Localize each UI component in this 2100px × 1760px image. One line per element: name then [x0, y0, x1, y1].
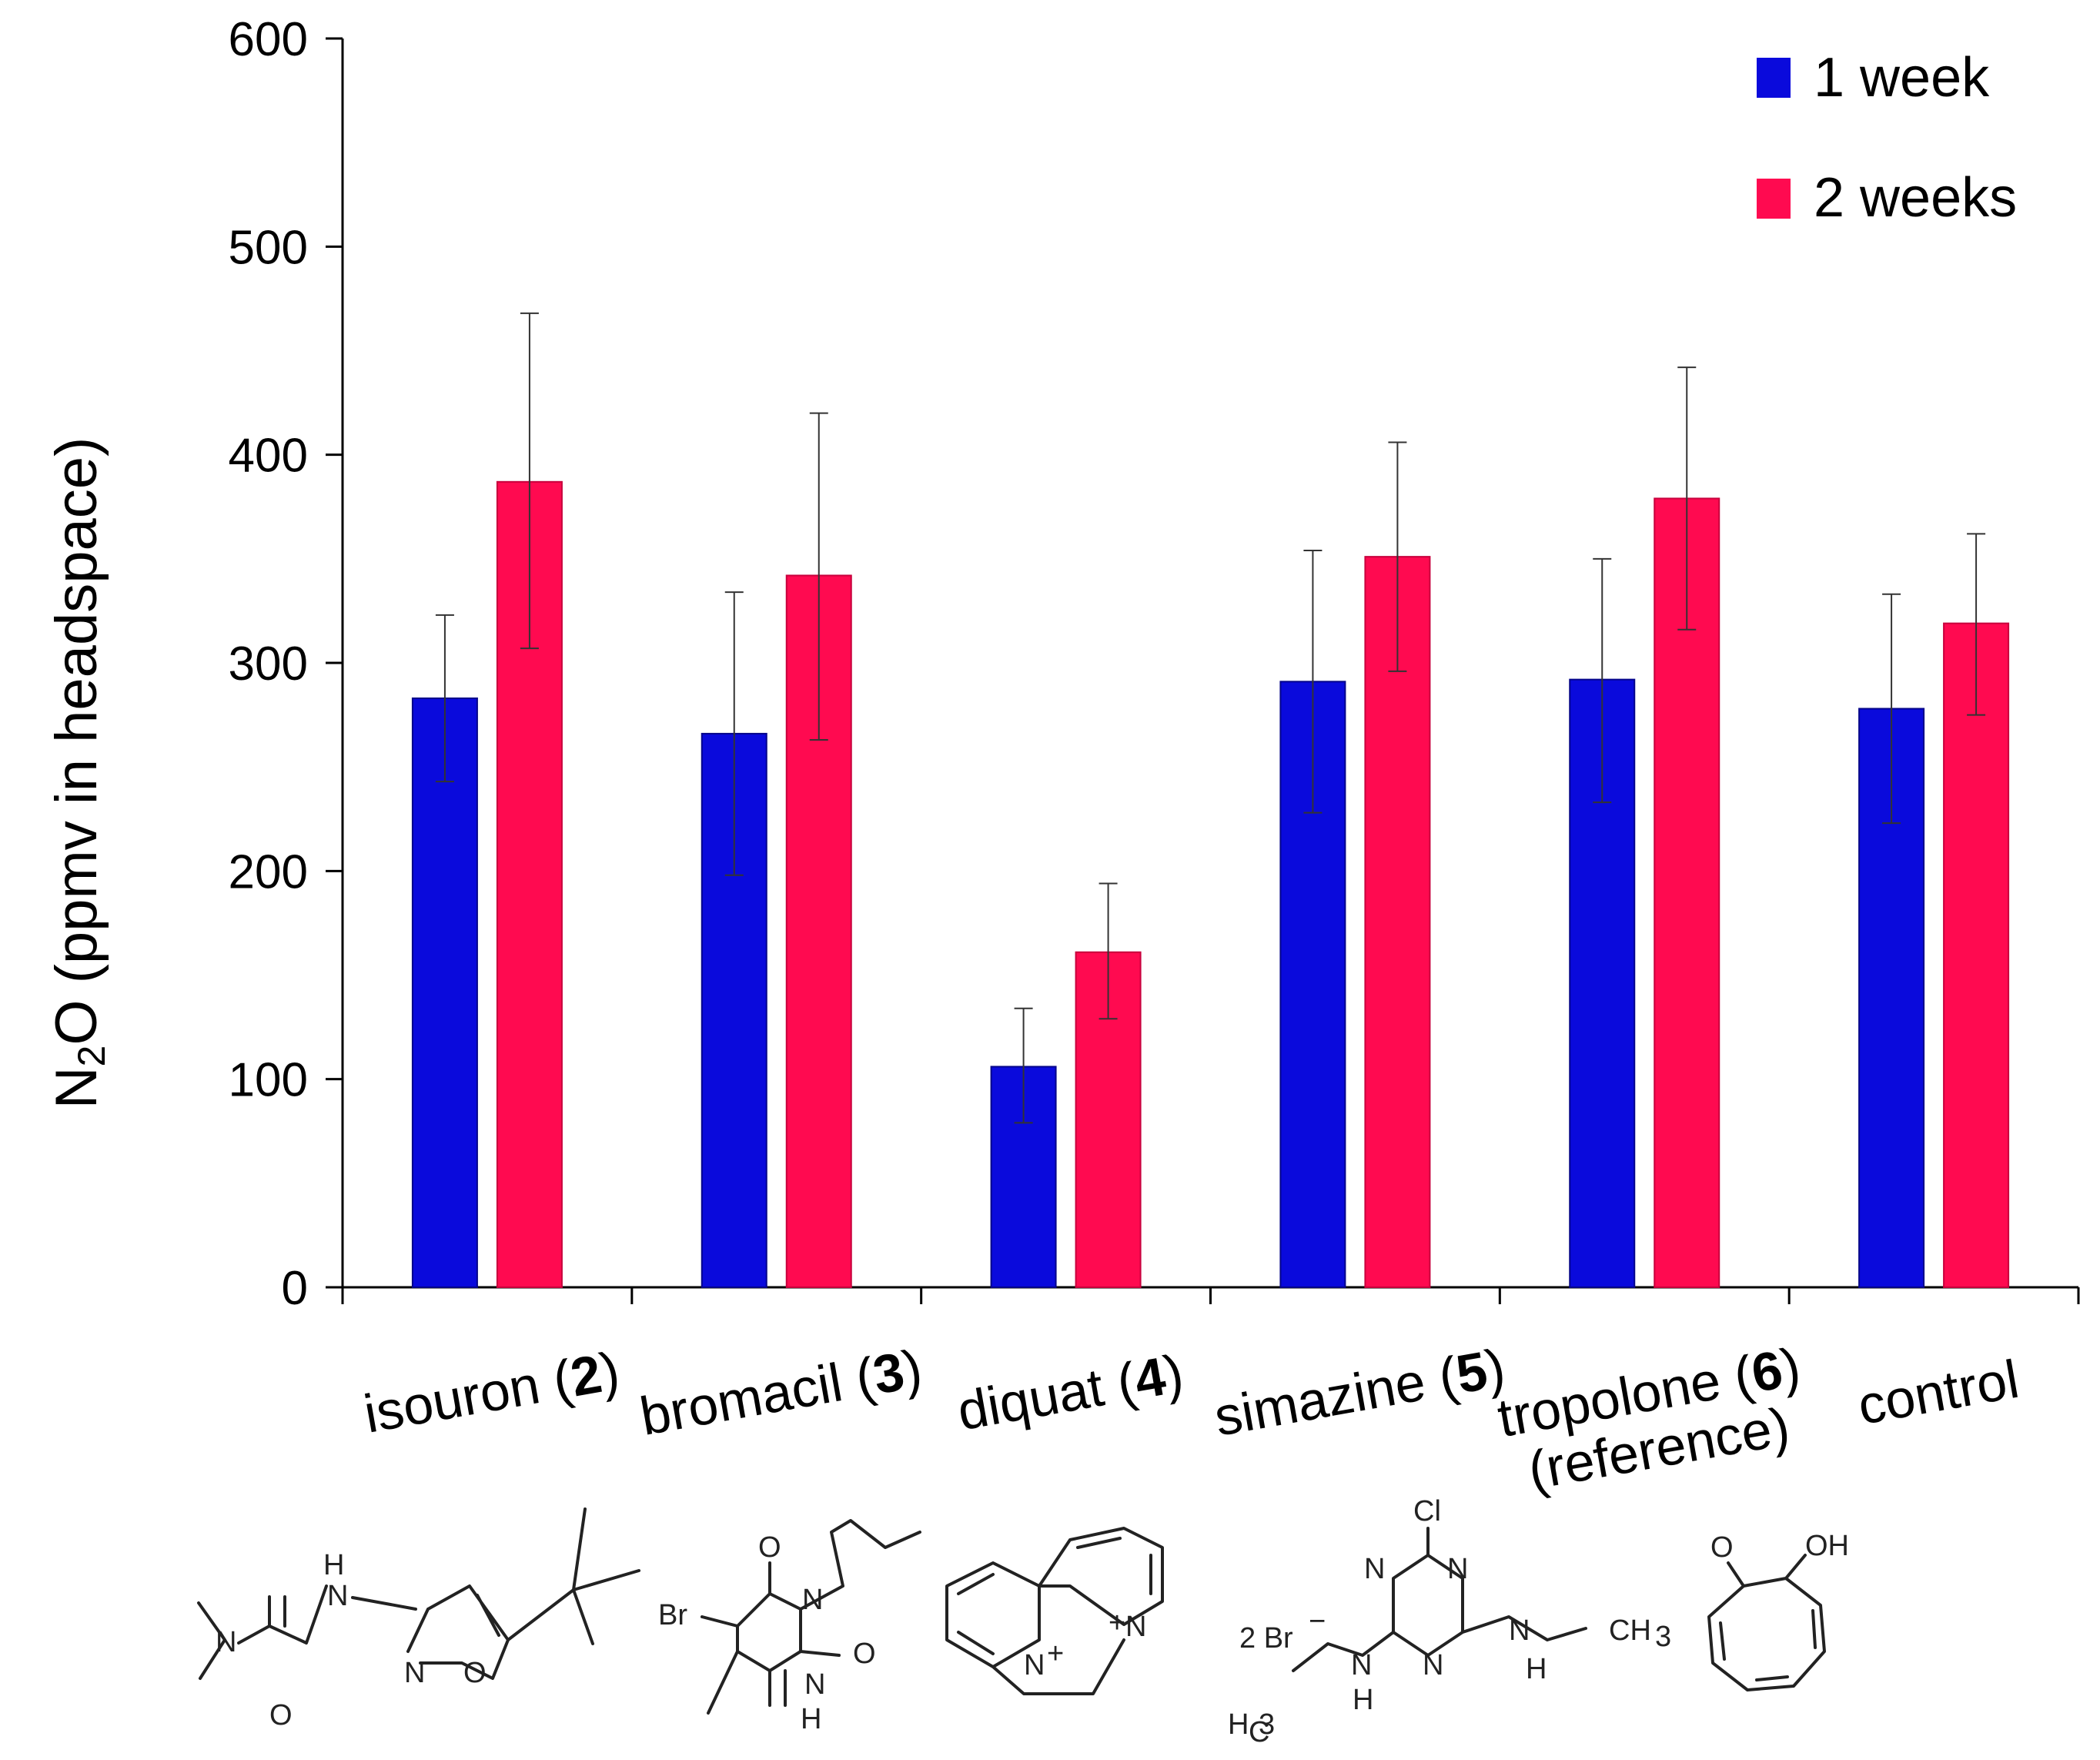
- y-tick-label: 100: [229, 1054, 308, 1107]
- isouron-n1: N: [216, 1626, 236, 1658]
- diquat-n2: N: [1125, 1611, 1146, 1643]
- isouron-o2: O: [463, 1657, 487, 1689]
- legend-swatch-2-weeks: [1757, 179, 1791, 219]
- structure-diquat: N + + N: [945, 1527, 1164, 1695]
- simazine-h3c-h: H: [1228, 1708, 1249, 1741]
- simazine-ch: CH: [1609, 1614, 1651, 1647]
- y-tick-label: 600: [229, 13, 308, 66]
- isouron-h: H: [323, 1549, 344, 1581]
- category-label-line: diquat (4): [953, 1343, 1188, 1441]
- y-tick-label: 200: [229, 845, 308, 898]
- tropolone-o: O: [1710, 1531, 1734, 1564]
- svg-text:N2O (ppmv in headspace): N2O (ppmv in headspace): [44, 437, 113, 1109]
- bromacil-n2: N: [804, 1668, 825, 1701]
- error-bars: [435, 312, 1986, 1124]
- chemical-structures: N H N O N O O Br N O N H N + + N: [197, 1495, 1849, 1748]
- simazine-ch-sub: 3: [1655, 1621, 1671, 1653]
- y-tick-label: 300: [229, 637, 308, 691]
- simazine-h1: H: [1526, 1653, 1547, 1685]
- y-tick-label: 500: [229, 221, 308, 274]
- y-tick-label: 400: [229, 430, 308, 483]
- category-label-1: bromacil (3): [636, 1338, 926, 1447]
- isouron-o1: O: [269, 1699, 293, 1732]
- simazine-br-charge: −: [1309, 1605, 1326, 1638]
- simazine-n2: N: [1364, 1553, 1385, 1585]
- simazine-h3c-c: 3: [1259, 1708, 1275, 1741]
- y-axis-label-main: N: [44, 1066, 109, 1109]
- axes: [326, 37, 2080, 1304]
- category-label-line: simazine (5): [1210, 1337, 1510, 1447]
- bar-2-weeks-5: [1943, 622, 2010, 1288]
- category-label-line: bromacil (3): [636, 1338, 926, 1447]
- bar-2-weeks-1: [785, 574, 852, 1288]
- bromacil-o1: O: [758, 1531, 781, 1564]
- legend-label-2-weeks: 2 weeks: [1814, 167, 2017, 229]
- category-label-3: simazine (5): [1210, 1337, 1510, 1447]
- y-tick-label: 0: [282, 1262, 308, 1315]
- category-label-line: control: [1854, 1349, 2023, 1436]
- isouron-n2: N: [327, 1580, 348, 1612]
- y-axis-label-rest: O (ppmv in headspace): [44, 437, 109, 1046]
- diquat-n1: N: [1024, 1649, 1045, 1681]
- tropolone-oh: OH: [1805, 1530, 1849, 1562]
- category-label-2: diquat (4): [953, 1343, 1188, 1441]
- y-axis-label: N2O (ppmv in headspace): [44, 437, 113, 1109]
- simazine-h3c-sub: C: [1249, 1716, 1269, 1748]
- simazine-h2: H: [1353, 1684, 1373, 1716]
- category-labels: isouron (2) bromacil (3) diquat (4) simazin…: [359, 1336, 2023, 1501]
- structure-bromacil: O Br N O N H: [658, 1519, 921, 1735]
- y-tick-labels: 0 100 200 300 400 500 600: [229, 13, 308, 1315]
- legend-swatch-1-week: [1757, 58, 1791, 98]
- bar-1-week-0: [411, 697, 478, 1288]
- legend: 1 week 2 weeks: [1757, 47, 2017, 229]
- category-label-5: control: [1854, 1349, 2023, 1436]
- bromacil-n1: N: [802, 1584, 823, 1616]
- bromacil-h: H: [801, 1703, 821, 1735]
- y-axis-label-subscript: 2: [70, 1046, 113, 1067]
- bromacil-o2: O: [853, 1638, 876, 1670]
- simazine-br: 2 Br: [1239, 1622, 1293, 1655]
- simazine-n5: N: [1351, 1649, 1372, 1681]
- bar-2-weeks-0: [496, 480, 563, 1288]
- bromacil-br: Br: [658, 1599, 687, 1631]
- diquat-plus2: +: [1109, 1607, 1125, 1639]
- legend-label-1-week: 1 week: [1814, 47, 1990, 109]
- category-label-line: isouron (2): [359, 1340, 624, 1444]
- isouron-n3: N: [404, 1657, 425, 1689]
- simazine-n4: N: [1509, 1614, 1530, 1647]
- diquat-plus1: +: [1047, 1638, 1064, 1670]
- structure-isouron: N H N O N O: [197, 1507, 640, 1732]
- simazine-cl: Cl: [1413, 1495, 1441, 1527]
- bars: [411, 480, 2010, 1288]
- simazine-n1: N: [1447, 1553, 1468, 1585]
- structure-simazine: Cl N N N N H CH 3 2 Br − H 3 C N H: [1228, 1495, 1671, 1748]
- simazine-n3: N: [1423, 1649, 1443, 1681]
- category-label-0: isouron (2): [359, 1340, 624, 1444]
- category-label-4: tropolone (6)(reference): [1493, 1336, 1804, 1501]
- structure-tropolone: O OH: [1707, 1530, 1849, 1691]
